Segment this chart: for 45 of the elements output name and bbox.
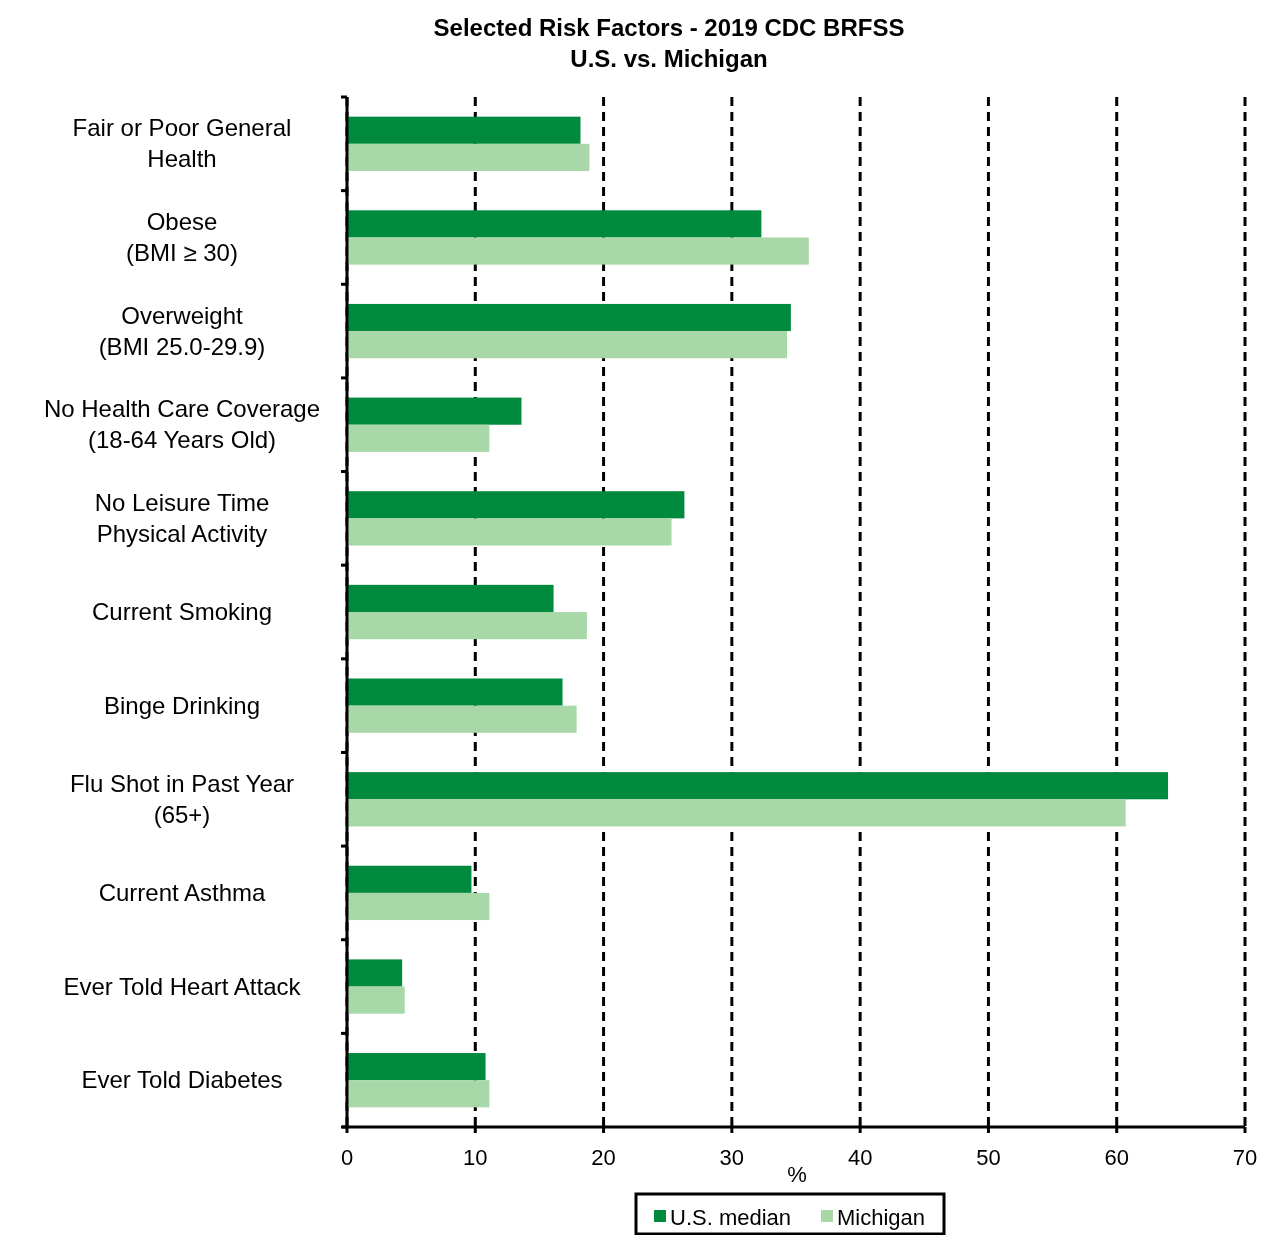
bar	[347, 116, 581, 144]
chart-title: Selected Risk Factors - 2019 CDC BRFSS U.S. vs. Michigan	[433, 14, 905, 72]
x-tick-label: 30	[719, 1145, 745, 1170]
bar	[347, 1053, 486, 1081]
bar	[347, 772, 1169, 800]
bar	[347, 491, 685, 519]
bar	[347, 986, 405, 1014]
y-tick-label: Ever Told Diabetes	[81, 1066, 283, 1094]
bar	[347, 612, 587, 640]
bar	[347, 303, 791, 332]
x-tick-label: 40	[847, 1145, 873, 1170]
x-tick-label: 0	[340, 1145, 354, 1170]
x-tick-label: 60	[1104, 1145, 1129, 1170]
y-tick-label: Binge Drinking	[103, 691, 261, 719]
y-tick-label: Current Smoking	[91, 598, 273, 625]
y-tick-label: No Leisure Time Physical Activity	[94, 488, 270, 547]
y-tick-label: Flu Shot in Past Year (65+)	[69, 769, 295, 828]
bar	[347, 518, 672, 546]
y-tick-label: Fair or Poor General Health	[72, 114, 292, 173]
y-tick-label: Overweight (BMI 25.0-29.9)	[98, 301, 266, 360]
y-tick-label: No Health Care Coverage (18-64 Years Old)	[43, 395, 321, 454]
y-tick-label: Ever Told Heart Attack	[63, 972, 302, 1000]
bar	[347, 1080, 490, 1108]
legend-label: U.S. median	[670, 1205, 792, 1230]
legend-label: Michigan	[837, 1205, 926, 1230]
y-tick-label: Current Asthma	[98, 878, 267, 906]
x-tick-label: 20	[591, 1145, 616, 1170]
bar	[347, 959, 403, 987]
bar	[347, 397, 522, 425]
x-tick-label: 50	[976, 1145, 1001, 1170]
bar	[347, 210, 762, 238]
x-axis-title: %	[787, 1162, 807, 1187]
bar	[347, 892, 490, 921]
bar	[347, 424, 490, 452]
bar	[347, 865, 472, 893]
bar	[347, 584, 554, 612]
bar	[347, 799, 1126, 827]
bar	[347, 143, 590, 171]
x-tick-label: 70	[1232, 1145, 1258, 1170]
y-tick-label: Obese (BMI ≥ 30)	[126, 207, 238, 266]
bar	[347, 705, 577, 733]
bar	[347, 331, 788, 359]
bar	[347, 237, 809, 265]
x-tick-label: 10	[463, 1145, 488, 1170]
bar	[347, 678, 563, 706]
